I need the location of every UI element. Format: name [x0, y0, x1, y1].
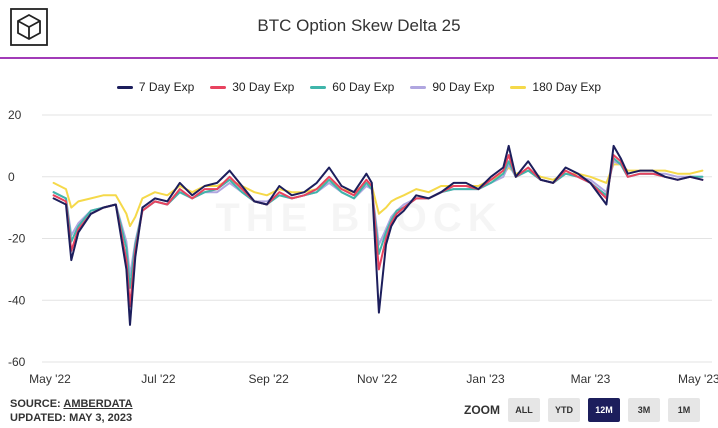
zoom-label: ZOOM	[464, 403, 500, 417]
legend-label: 60 Day Exp	[332, 80, 395, 94]
x-tick-label: Mar '23	[571, 372, 611, 386]
y-tick-label: 20	[8, 108, 22, 122]
zoom-ytd-button[interactable]: YTD	[548, 398, 580, 422]
chart-title: BTC Option Skew Delta 25	[257, 16, 461, 35]
source-note: SOURCE: AMBERDATA UPDATED: MAY 3, 2023	[10, 397, 133, 425]
y-tick-label: 0	[8, 170, 15, 184]
zoom-all-button[interactable]: ALL	[508, 398, 540, 422]
legend-item[interactable]: 60 Day Exp	[310, 80, 394, 94]
x-tick-label: May '23	[678, 372, 718, 386]
zoom-12m-button[interactable]: 12M	[588, 398, 620, 422]
legend-swatch	[116, 85, 133, 89]
legend-swatch	[210, 85, 227, 89]
legend-swatch	[410, 85, 427, 89]
series-line-180-day-exp	[52, 163, 704, 228]
zoom-1m-button[interactable]: 1M	[668, 398, 700, 422]
x-tick-label: Sep '22	[249, 372, 290, 386]
x-tick-label: May '22	[29, 372, 71, 386]
legend-item[interactable]: 7 Day Exp	[116, 80, 195, 94]
legend-item[interactable]: 180 Day Exp	[510, 80, 601, 94]
legend-swatch	[310, 85, 327, 89]
zoom-3m-button[interactable]: 3M	[628, 398, 660, 422]
header-divider	[0, 57, 718, 59]
x-tick-label: Jan '23	[466, 372, 505, 386]
chart-legend: 7 Day Exp 30 Day Exp 60 Day Exp 90 Day Exp 1…	[0, 80, 718, 94]
source-link[interactable]: AMBERDATA	[63, 398, 133, 410]
x-tick-label: Jul '22	[141, 372, 176, 386]
legend-label: 180 Day Exp	[532, 80, 602, 94]
source-prefix: SOURCE:	[10, 398, 64, 410]
legend-label: 7 Day Exp	[138, 80, 195, 94]
chart-header: BTC Option Skew Delta 25	[0, 0, 718, 59]
legend-item[interactable]: 90 Day Exp	[410, 80, 494, 94]
series-line-7-day-exp	[52, 144, 704, 326]
legend-label: 90 Day Exp	[432, 80, 495, 94]
legend-label: 30 Day Exp	[232, 80, 295, 94]
x-tick-label: Nov '22	[357, 372, 398, 386]
legend-swatch	[510, 85, 527, 89]
y-tick-label: -40	[8, 293, 26, 307]
y-tick-label: -20	[8, 232, 26, 246]
legend-item[interactable]: 30 Day Exp	[210, 80, 294, 94]
updated-date: UPDATED: MAY 3, 2023	[10, 412, 133, 424]
y-tick-label: -60	[8, 355, 26, 369]
the-block-cube-logo	[10, 8, 48, 46]
zoom-controls: ZOOM ALL YTD 12M 3M 1M	[464, 398, 700, 422]
